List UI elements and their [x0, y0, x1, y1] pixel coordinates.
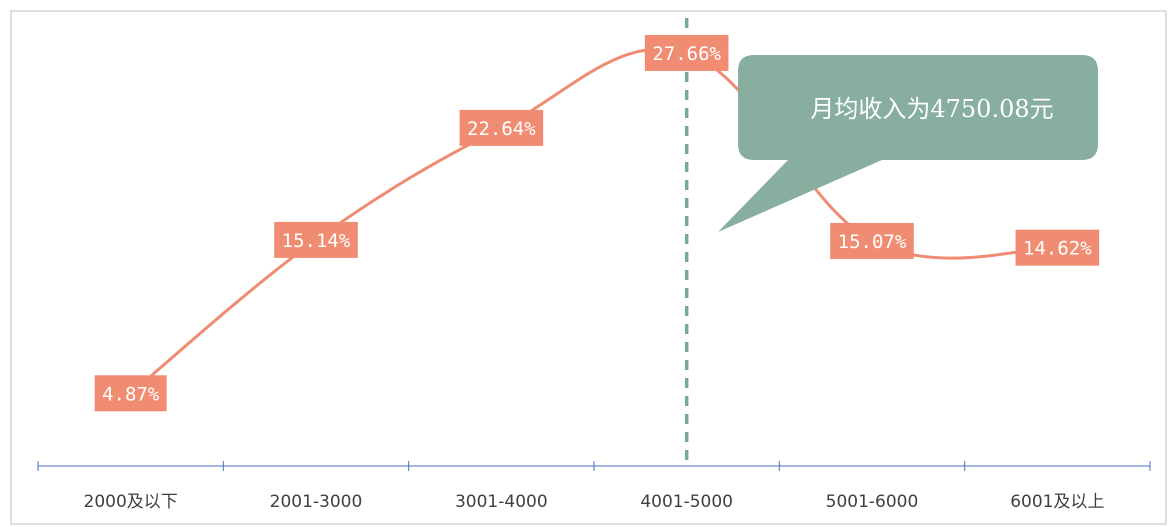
- data-label-text: 4.87%: [102, 383, 160, 405]
- data-label-bg: [1015, 229, 1100, 266]
- data-label: 14.62%: [1015, 229, 1100, 266]
- data-label: 22.64%: [459, 109, 544, 146]
- data-label-bg: [644, 34, 729, 71]
- data-label-text: 15.07%: [838, 231, 907, 253]
- data-label-layer: 4.87% 15.14% 22.64% 27.66% 15.07% 14.62%: [94, 34, 1100, 412]
- x-tick-label: 2001-3000: [270, 492, 363, 512]
- data-label-text: 27.66%: [652, 43, 721, 65]
- data-label: 4.87%: [94, 375, 167, 412]
- callout-bubble: [718, 55, 1098, 232]
- callout-text: 月均收入为4750.08元: [810, 95, 1053, 123]
- x-tick-label: 6001及以上: [1010, 492, 1104, 512]
- data-label-text: 14.62%: [1023, 238, 1092, 260]
- data-label-text: 22.64%: [467, 118, 536, 140]
- data-label: 27.66%: [644, 34, 729, 71]
- data-label-bg: [830, 222, 914, 259]
- x-tick-label: 2000及以下: [84, 492, 178, 512]
- data-label-text: 15.14%: [282, 230, 351, 252]
- plot-frame: [10, 10, 1167, 525]
- x-axis: 2000及以下 2001-3000 3001-4000 4001-5000 5001-6…: [37, 461, 1151, 512]
- data-label-bg: [274, 221, 358, 258]
- x-tick-label: 4001-5000: [640, 492, 733, 512]
- data-label-bg: [94, 375, 167, 412]
- x-tick-label: 3001-4000: [455, 492, 548, 512]
- data-label: 15.07%: [830, 222, 914, 259]
- x-tick-label: 5001-6000: [826, 492, 919, 512]
- data-label-bg: [459, 109, 544, 146]
- data-label: 15.14%: [274, 221, 358, 258]
- callout-layer: 月均收入为4750.08元: [718, 55, 1098, 232]
